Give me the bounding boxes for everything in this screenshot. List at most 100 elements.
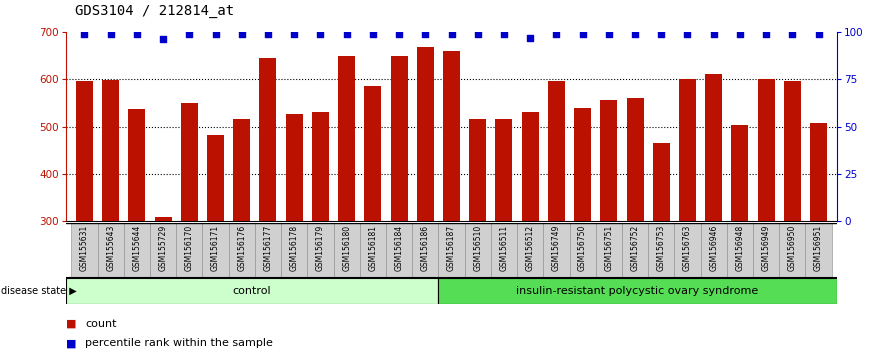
Text: GSM156950: GSM156950 (788, 225, 797, 271)
Bar (129, 109, 145, 221)
Text: GSM155643: GSM155643 (106, 225, 115, 271)
Bar (548, 81, 565, 221)
Bar (653, 143, 670, 221)
Text: GSM156752: GSM156752 (631, 225, 640, 271)
Bar (810, 123, 827, 221)
Text: insulin-resistant polycystic ovary syndrome: insulin-resistant polycystic ovary syndr… (516, 286, 759, 296)
Point (785, 31, 799, 36)
Text: ■: ■ (66, 338, 77, 348)
Text: GSM156948: GSM156948 (736, 225, 744, 271)
Bar (338, 56, 355, 221)
Bar (439, 223, 464, 278)
Text: GSM156951: GSM156951 (814, 225, 823, 271)
Bar (569, 223, 596, 278)
Bar (102, 80, 119, 221)
Bar (805, 223, 832, 278)
Bar (123, 223, 150, 278)
Text: disease state ▶: disease state ▶ (1, 286, 77, 296)
Bar (679, 79, 696, 221)
Point (418, 31, 433, 36)
Text: GDS3104 / 212814_at: GDS3104 / 212814_at (75, 4, 234, 18)
Bar (76, 81, 93, 221)
Bar (176, 223, 203, 278)
Point (550, 31, 564, 36)
Text: GSM156184: GSM156184 (395, 225, 403, 271)
Point (209, 31, 223, 36)
Bar (648, 223, 674, 278)
Bar (154, 217, 172, 221)
Point (287, 31, 301, 36)
Point (602, 31, 616, 36)
Point (314, 31, 328, 36)
Text: GSM155729: GSM155729 (159, 225, 167, 271)
Bar (784, 81, 801, 221)
Text: count: count (85, 319, 117, 329)
Text: GSM156179: GSM156179 (316, 225, 325, 271)
Bar (307, 223, 334, 278)
Bar (365, 86, 381, 221)
Text: GSM156511: GSM156511 (500, 225, 508, 271)
Text: GSM156178: GSM156178 (290, 225, 299, 271)
Point (628, 31, 642, 36)
Text: GSM156181: GSM156181 (368, 225, 377, 271)
Point (130, 31, 144, 36)
Text: GSM156180: GSM156180 (342, 225, 352, 271)
Point (339, 31, 353, 36)
Bar (622, 223, 648, 278)
Text: GSM156753: GSM156753 (656, 225, 666, 271)
Text: control: control (233, 286, 271, 296)
Text: ■: ■ (66, 319, 77, 329)
Text: GSM156512: GSM156512 (526, 225, 535, 271)
Bar (359, 223, 386, 278)
Point (444, 31, 458, 36)
Bar (443, 51, 460, 221)
Point (392, 31, 406, 36)
Point (655, 31, 669, 36)
Bar (544, 223, 569, 278)
Text: GSM156749: GSM156749 (552, 225, 561, 271)
Bar (334, 223, 359, 278)
Text: GSM156170: GSM156170 (185, 225, 194, 271)
Point (104, 31, 118, 36)
Text: GSM156177: GSM156177 (263, 225, 272, 271)
Text: GSM155631: GSM155631 (80, 225, 89, 271)
Text: GSM156751: GSM156751 (604, 225, 613, 271)
Text: percentile rank within the sample: percentile rank within the sample (85, 338, 273, 348)
Point (733, 31, 747, 36)
Text: GSM156946: GSM156946 (709, 225, 718, 271)
Text: GSM156186: GSM156186 (421, 225, 430, 271)
Bar (312, 112, 329, 221)
Bar (150, 223, 176, 278)
Bar (417, 47, 433, 221)
Bar (727, 223, 753, 278)
Bar (66, 278, 438, 304)
Bar (491, 223, 517, 278)
Point (707, 31, 721, 36)
Bar (207, 135, 224, 221)
Bar (98, 223, 123, 278)
Bar (780, 223, 805, 278)
Point (759, 31, 774, 36)
Text: GSM156176: GSM156176 (237, 225, 247, 271)
Text: GSM156510: GSM156510 (473, 225, 482, 271)
Point (366, 31, 380, 36)
Bar (596, 223, 622, 278)
Bar (626, 98, 644, 221)
Bar (203, 223, 229, 278)
Bar (255, 223, 281, 278)
Bar (753, 223, 780, 278)
Bar (390, 57, 408, 221)
Bar (517, 223, 544, 278)
Text: GSM156187: GSM156187 (447, 225, 456, 271)
Text: GSM156750: GSM156750 (578, 225, 587, 271)
Bar (412, 223, 439, 278)
Point (811, 31, 825, 36)
Bar (233, 119, 250, 221)
Text: GSM156949: GSM156949 (762, 225, 771, 271)
Point (680, 31, 694, 36)
Bar (495, 119, 513, 221)
Text: GSM156171: GSM156171 (211, 225, 220, 271)
Bar (229, 223, 255, 278)
Bar (181, 103, 198, 221)
Bar (700, 223, 727, 278)
